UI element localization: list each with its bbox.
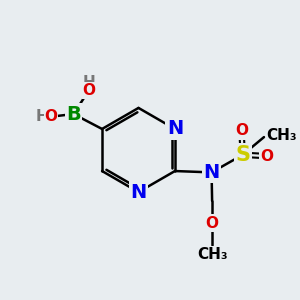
Text: O: O: [260, 148, 273, 164]
Text: N: N: [167, 119, 183, 139]
Text: CH₃: CH₃: [197, 247, 227, 262]
Text: O: O: [82, 83, 95, 98]
Text: N: N: [130, 183, 147, 202]
Text: O: O: [206, 216, 219, 231]
Text: N: N: [203, 163, 220, 182]
Text: B: B: [66, 104, 81, 124]
Text: CH₃: CH₃: [266, 128, 297, 143]
Text: O: O: [235, 123, 248, 138]
Text: S: S: [235, 145, 250, 165]
Text: O: O: [44, 109, 58, 124]
Text: H: H: [83, 75, 95, 90]
Text: H: H: [36, 109, 49, 124]
